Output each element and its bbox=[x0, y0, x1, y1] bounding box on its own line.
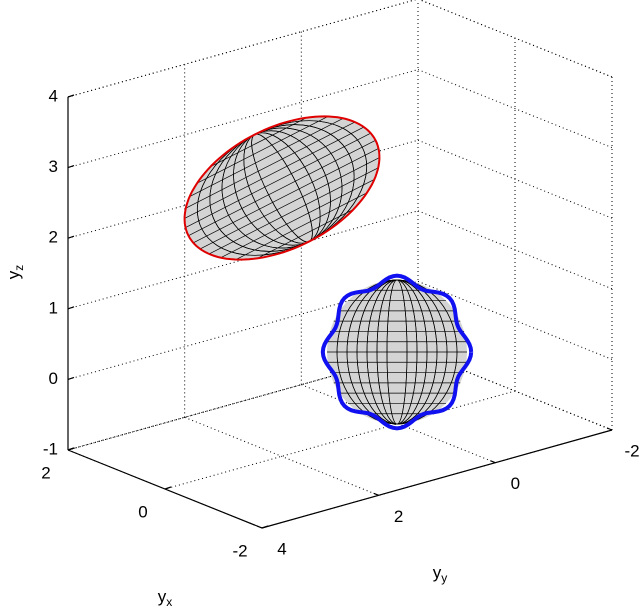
grid-line bbox=[417, 210, 613, 290]
ellipsoid-outline bbox=[320, 273, 474, 431]
parallel bbox=[199, 157, 380, 250]
grid-line bbox=[67, 210, 419, 310]
z-tick bbox=[67, 165, 75, 169]
grid-line bbox=[67, 351, 419, 451]
z-tick-label: 3 bbox=[49, 157, 58, 176]
grid-line bbox=[417, 280, 613, 360]
y-tick-label: 0 bbox=[511, 474, 520, 493]
z-axis-label-main: y bbox=[4, 270, 23, 279]
parallel bbox=[196, 116, 329, 184]
x-tick-label: 0 bbox=[138, 502, 147, 521]
parallel bbox=[220, 179, 375, 258]
grid-line bbox=[184, 416, 379, 496]
ellipsoid bbox=[320, 273, 474, 431]
y-tick-label: 2 bbox=[394, 507, 403, 526]
grid-line bbox=[67, 139, 419, 239]
z-tick bbox=[67, 306, 75, 310]
plot-box bbox=[67, 0, 613, 529]
z-axis-label: yz bbox=[4, 265, 26, 280]
z-tick bbox=[67, 376, 75, 380]
parallel bbox=[189, 118, 344, 197]
parallel bbox=[184, 126, 365, 219]
x-tick-label: -2 bbox=[232, 541, 247, 560]
grid-line bbox=[417, 139, 613, 219]
x-tick bbox=[164, 486, 172, 490]
y-axis-label-main: y bbox=[433, 563, 442, 582]
z-tick-label: 4 bbox=[49, 86, 58, 105]
grid-line bbox=[164, 390, 516, 490]
axes: -1 0 1 2 3 4 -2 0 2 -2 0 2 4 bbox=[41, 86, 639, 560]
z-tick bbox=[67, 235, 75, 239]
z-tick-label: -1 bbox=[43, 439, 58, 458]
parallel bbox=[188, 140, 376, 236]
ellipsoids bbox=[183, 115, 474, 431]
grid-line bbox=[67, 280, 419, 380]
parallel bbox=[193, 148, 379, 244]
meridian bbox=[336, 279, 458, 425]
parallel bbox=[257, 208, 354, 259]
z-tick-label: 2 bbox=[49, 228, 58, 247]
y-tick bbox=[256, 525, 263, 529]
parallel bbox=[185, 121, 356, 209]
z-axis-label-sub: z bbox=[12, 265, 26, 271]
y-tick bbox=[490, 460, 496, 464]
grid-line bbox=[67, 0, 417, 98]
x-tick bbox=[67, 447, 75, 451]
y-tick bbox=[606, 427, 613, 431]
x-tick-label: 2 bbox=[41, 463, 50, 482]
y-tick-label: 4 bbox=[277, 539, 286, 558]
box-edge bbox=[67, 0, 417, 98]
z-tick bbox=[67, 94, 75, 98]
parallel bbox=[235, 192, 368, 260]
parallel bbox=[185, 132, 371, 228]
parallel bbox=[208, 167, 379, 255]
x-axis-label: yx bbox=[158, 587, 173, 609]
z-tick-label: 1 bbox=[49, 298, 58, 317]
parallel bbox=[210, 117, 307, 168]
x-tick bbox=[261, 525, 269, 529]
y-axis-label: yy bbox=[433, 563, 448, 585]
ellipsoid bbox=[183, 115, 381, 261]
grid-line bbox=[67, 69, 419, 169]
y-axis-label-sub: y bbox=[441, 571, 447, 585]
z-tick-label: 0 bbox=[49, 369, 58, 388]
x-axis-label-main: y bbox=[158, 587, 167, 606]
ellipsoid-outline bbox=[183, 115, 381, 261]
y-tick-label: -2 bbox=[624, 441, 639, 460]
x-axis-label-sub: x bbox=[166, 595, 172, 609]
y-tick bbox=[373, 492, 379, 496]
grid-line bbox=[417, 69, 613, 149]
y-axis bbox=[261, 429, 613, 529]
